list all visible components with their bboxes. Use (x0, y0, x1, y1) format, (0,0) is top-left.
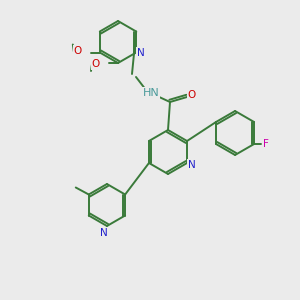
Text: N: N (100, 228, 108, 238)
Text: O: O (92, 59, 100, 69)
Text: N: N (188, 160, 196, 170)
Text: N: N (137, 49, 145, 58)
Text: HN: HN (142, 88, 159, 98)
Text: O: O (74, 46, 82, 56)
Text: F: F (263, 139, 269, 149)
Text: O: O (188, 90, 196, 100)
